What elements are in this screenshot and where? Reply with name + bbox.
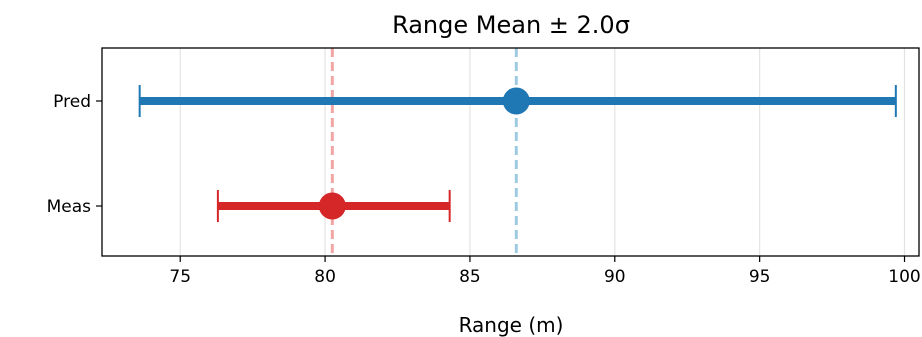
x-tick-label-75: 75 bbox=[169, 267, 191, 287]
chart-title: Range Mean ± 2.0σ bbox=[392, 11, 630, 39]
series-pred bbox=[138, 85, 897, 117]
y-tick-label-meas: Meas bbox=[47, 197, 92, 217]
grid bbox=[179, 48, 906, 256]
x-tick-label-80: 80 bbox=[314, 267, 336, 287]
x-axis-label: Range (m) bbox=[459, 313, 564, 337]
mean-point-meas bbox=[318, 192, 346, 220]
plot-area-frame bbox=[101, 47, 920, 257]
x-tick-label-100: 100 bbox=[888, 267, 920, 287]
x-axis-ticks: 75 80 85 90 95 100 bbox=[169, 256, 921, 287]
mean-point-pred bbox=[502, 87, 530, 115]
x-tick-label-85: 85 bbox=[459, 267, 481, 287]
mean-reference-lines bbox=[330, 48, 518, 256]
y-tick-label-pred: Pred bbox=[53, 92, 91, 112]
x-tick-label-90: 90 bbox=[604, 267, 626, 287]
series-layer bbox=[138, 85, 897, 222]
x-tick-label-95: 95 bbox=[749, 267, 771, 287]
y-axis-ticks: Pred Meas bbox=[47, 92, 102, 217]
series-meas bbox=[216, 190, 451, 222]
